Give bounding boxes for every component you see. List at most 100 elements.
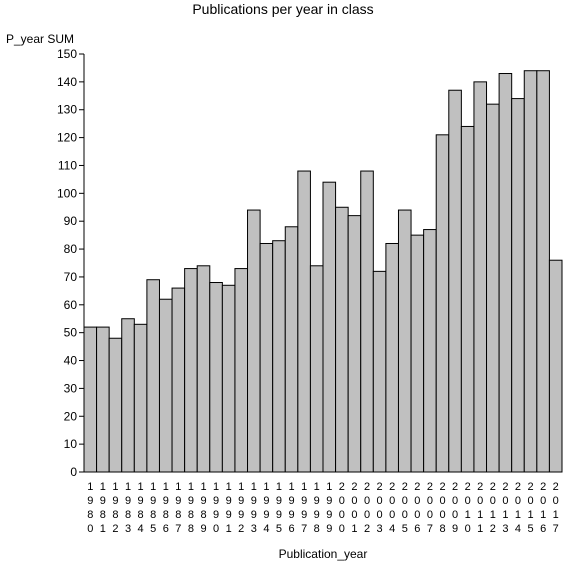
bar-2003 bbox=[372, 270, 387, 473]
y-tick-label: 110 bbox=[58, 158, 77, 172]
bar-2010 bbox=[460, 125, 475, 473]
bar-2001 bbox=[347, 215, 362, 473]
bar-1987 bbox=[171, 287, 186, 473]
bar-2013 bbox=[498, 73, 513, 473]
bar-1995 bbox=[272, 240, 286, 473]
y-tick-label: 130 bbox=[57, 103, 77, 117]
bar-2005 bbox=[397, 209, 412, 473]
bar-2009 bbox=[448, 89, 462, 473]
bar-1996 bbox=[284, 226, 299, 473]
bar-2006 bbox=[410, 234, 425, 473]
bar-1994 bbox=[259, 242, 274, 473]
y-tick-label: 70 bbox=[64, 270, 78, 284]
y-tick-label: 30 bbox=[64, 381, 78, 395]
bar-1980 bbox=[83, 326, 98, 473]
bar-1989 bbox=[196, 265, 211, 473]
bar-2015 bbox=[523, 70, 538, 473]
bar-1997 bbox=[297, 170, 311, 473]
bar-1992 bbox=[234, 268, 249, 473]
y-axis-label: P_year SUM bbox=[6, 32, 74, 46]
x-axis-label: Publication_year bbox=[279, 547, 368, 561]
y-tick-label: 80 bbox=[64, 242, 78, 256]
bar-2000 bbox=[335, 206, 349, 473]
y-tick-label: 120 bbox=[57, 131, 77, 145]
bar-1991 bbox=[221, 284, 236, 473]
y-tick-label: 140 bbox=[57, 75, 77, 89]
bar-2012 bbox=[486, 103, 500, 473]
y-tick-label: 0 bbox=[70, 465, 77, 479]
y-axis-ticks: 0 10 20 30 40 50 60 70 80 90 100 110 120 130 140 150 bbox=[57, 47, 84, 479]
bar-2011 bbox=[473, 81, 488, 473]
bar-1990 bbox=[209, 282, 223, 473]
y-tick-label: 60 bbox=[64, 298, 78, 312]
bar-1999 bbox=[322, 181, 337, 473]
bar-1985 bbox=[146, 279, 160, 473]
bar-2017 bbox=[548, 259, 563, 473]
y-tick-label: 40 bbox=[64, 354, 78, 368]
y-tick-label: 20 bbox=[64, 409, 78, 423]
bar-2008 bbox=[435, 134, 450, 473]
bar-1983 bbox=[121, 318, 135, 473]
y-tick-label: 150 bbox=[57, 47, 77, 61]
bar-2004 bbox=[385, 242, 399, 473]
bar-1986 bbox=[158, 298, 173, 473]
y-tick-label: 50 bbox=[64, 326, 78, 340]
bars bbox=[83, 70, 563, 473]
bar-2002 bbox=[360, 170, 374, 473]
bar-1982 bbox=[108, 337, 123, 473]
bar-2007 bbox=[423, 229, 437, 473]
bar-1993 bbox=[247, 209, 261, 473]
y-tick-label: 100 bbox=[57, 186, 77, 200]
x-axis-ticks: 1 9 8 0 1 9 8 1 1 9 8 2 1 9 8 3 1 9 8 4 1 9 8 5 1 9 8 6 1 9 8 7 1 9 8 8 1 9 8 9… bbox=[87, 481, 559, 535]
y-tick-label: 10 bbox=[64, 437, 78, 451]
bar-2016 bbox=[536, 70, 550, 473]
bar-1998 bbox=[309, 265, 324, 473]
y-tick-label: 90 bbox=[64, 214, 78, 228]
bar-1984 bbox=[133, 323, 148, 473]
axes bbox=[83, 54, 562, 473]
bar-2014 bbox=[511, 98, 525, 473]
bar-1981 bbox=[96, 326, 110, 473]
bar-1988 bbox=[184, 268, 198, 473]
chart-title: Publications per year in class bbox=[192, 1, 373, 17]
